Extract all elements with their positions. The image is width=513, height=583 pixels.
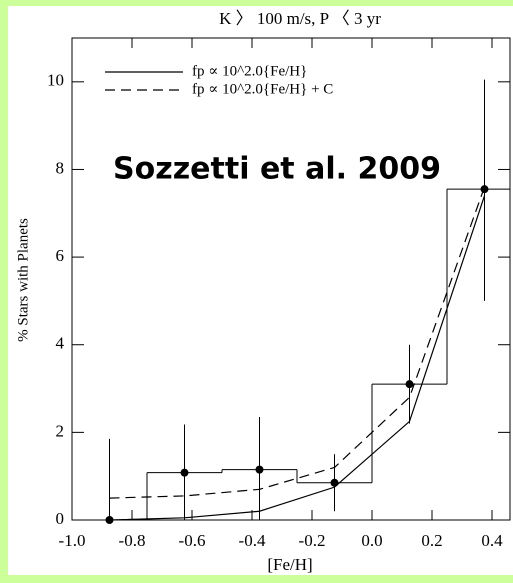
x-axis-label: [Fe/H] [267,555,312,574]
x-tick-label: -0.6 [179,531,206,550]
x-tick-label: 0.0 [361,531,382,550]
x-tick-label: -0.4 [239,531,266,550]
data-point [330,478,339,487]
chart-title: K 〉 100 m/s, P 〈 3 yr [219,9,381,28]
y-axis-label: % Stars with Planets [15,218,31,342]
legend-label: fp ∝ 10^2.0{Fe/H} [192,63,307,79]
x-tick-label: 0.2 [421,531,442,550]
x-tick-label: -0.2 [299,531,326,550]
y-tick-label: 6 [56,246,65,265]
annotation: Sozzetti et al. 2009 [113,152,441,187]
chart-background [8,6,513,575]
x-tick-label: -1.0 [59,531,86,550]
y-tick-label: 0 [56,509,65,528]
data-point [255,465,264,474]
fit-line [109,186,486,499]
data-point [180,468,189,477]
legend-label: fp ∝ 10^2.0{Fe/H} + C [192,81,333,97]
data-point [405,380,414,389]
plot-frame [71,37,511,521]
y-tick-label: 10 [47,71,64,90]
x-tick-label: -0.8 [119,531,146,550]
y-tick-label: 4 [56,334,65,353]
y-tick-label: 2 [56,421,65,440]
fit-line [109,195,486,521]
x-tick-label: 0.4 [481,531,503,550]
y-tick-label: 8 [56,158,65,177]
data-point [480,185,489,194]
